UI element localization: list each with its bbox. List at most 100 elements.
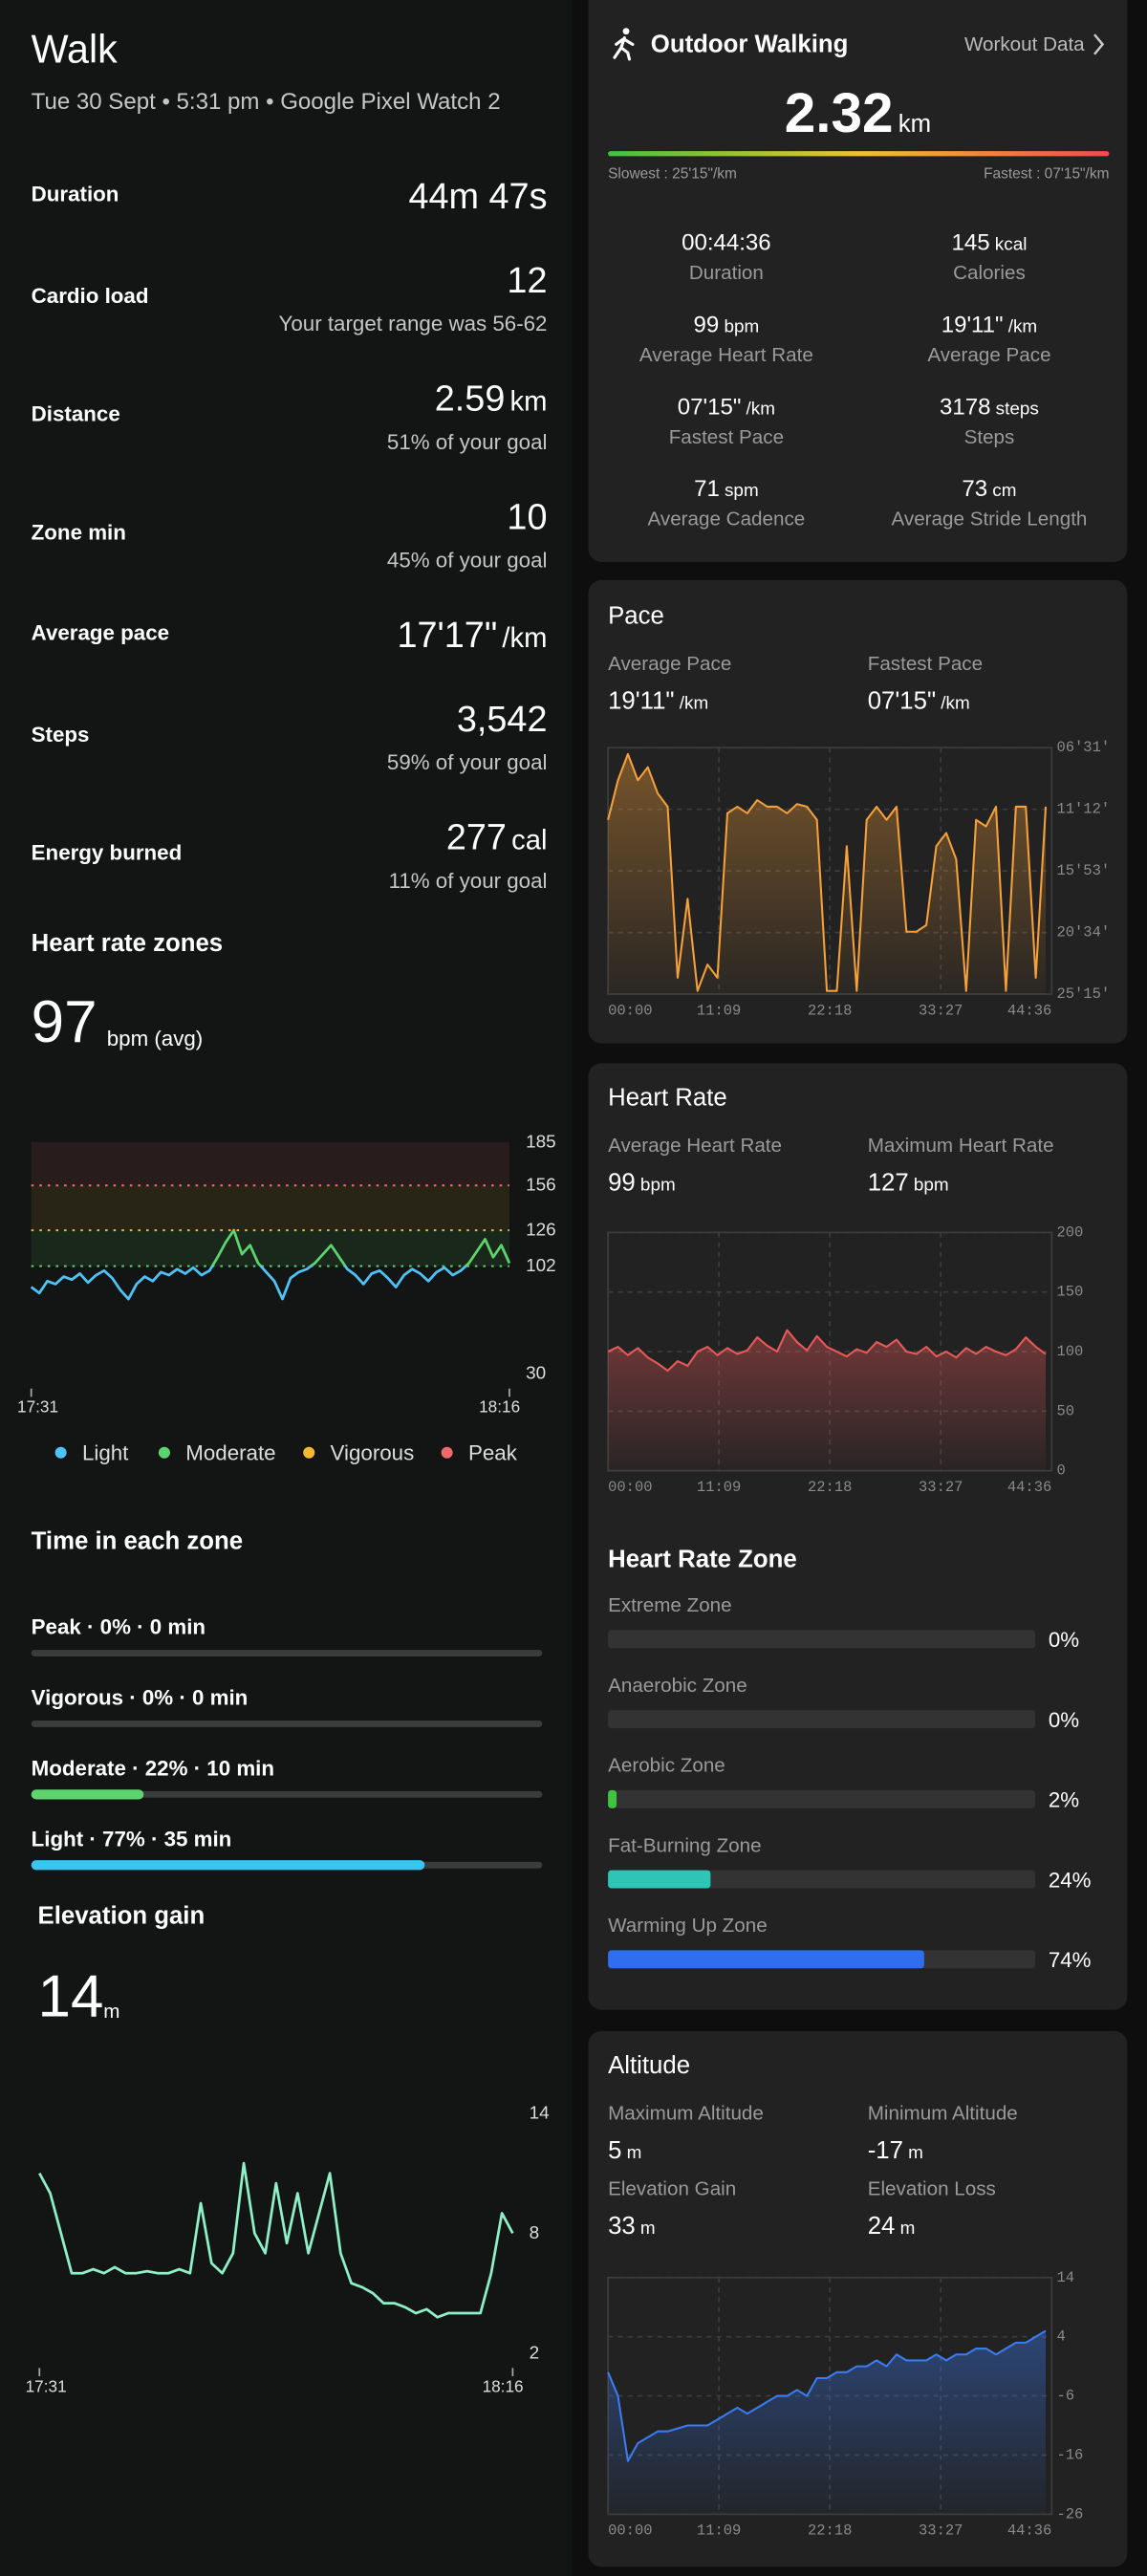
stat-value-part: /km: [747, 399, 775, 419]
heart-rate-card: [588, 1063, 1128, 2010]
area: [608, 753, 1047, 995]
stat-value-part: 07'15": [868, 688, 936, 715]
walking-icon: [613, 28, 635, 61]
stat-value-part: 00:44:36: [682, 229, 771, 255]
zone-label: Moderate · 22% · 10 min: [32, 1756, 274, 1780]
stat-value: 10: [507, 497, 547, 537]
line: [607, 1329, 1047, 1373]
stat-value-part: 07'15": [678, 394, 742, 420]
distance-part: 2.32: [785, 82, 894, 144]
section-title: Elevation gain: [38, 1903, 206, 1930]
y-tick-label: 25'15': [1056, 985, 1110, 1003]
stat-label: Duration: [689, 262, 764, 284]
x-tick-label: 22:18: [808, 1002, 852, 1019]
stat-value: 99 bpm: [694, 312, 760, 337]
y-tick-label: 8: [530, 2223, 540, 2243]
y-tick-label: 15'53': [1056, 862, 1110, 879]
zone-bar: [608, 1950, 924, 1969]
speed-bar: [608, 151, 1110, 157]
stat-label: Average Heart Rate: [608, 1135, 782, 1157]
stat-value: 71 spm: [694, 476, 759, 502]
stat-label: Steps: [964, 426, 1015, 448]
y-tick-label: 14: [1056, 2269, 1074, 2286]
stat-value-part: 145: [952, 229, 990, 255]
line: [30, 1228, 511, 1301]
zone-label: Fat-Burning Zone: [608, 1834, 762, 1856]
legend-label: Moderate: [185, 1440, 275, 1464]
stat-label: Duration: [32, 182, 119, 206]
x-tick-label: 33:27: [919, 1479, 963, 1496]
zone-track: [608, 1630, 1036, 1649]
area: [608, 2330, 1047, 2515]
stat-label: Energy burned: [32, 841, 183, 865]
legend-dot: [54, 1446, 67, 1459]
stat-value: -17 m: [868, 2137, 923, 2164]
stat-value-part: bpm: [914, 1175, 949, 1195]
zone-band: [31, 1230, 509, 1266]
stat-value: 3,542: [457, 700, 548, 740]
stat-note: 59% of your goal: [387, 750, 548, 774]
x-tick-label: 44:36: [1007, 1479, 1051, 1496]
section-title: Time in each zone: [32, 1528, 243, 1555]
x-tick-label: 17:31: [17, 1397, 58, 1417]
y-tick-label: 2: [530, 2343, 540, 2363]
card-title: Heart Rate Zone: [608, 1547, 797, 1573]
y-tick-label: 20'34': [1056, 924, 1110, 942]
legend-dot: [158, 1446, 170, 1459]
stat-label: Maximum Altitude: [608, 2102, 764, 2124]
y-tick-label: 11'12': [1056, 801, 1110, 818]
stat-value-part: /km: [941, 694, 969, 714]
y-tick-label: 126: [526, 1221, 556, 1241]
stat-value-part: 5: [608, 2137, 621, 2164]
stat-label: Maximum Heart Rate: [868, 1135, 1054, 1157]
stat-label: Minimum Altitude: [868, 2102, 1018, 2124]
stat-value-part: 19'11": [608, 688, 674, 715]
y-tick-label: 30: [526, 1364, 546, 1384]
y-tick-label: 0: [1056, 1462, 1065, 1480]
x-tick-label: 00:00: [608, 2522, 652, 2540]
stat-value: 2.59 km: [435, 379, 548, 420]
y-tick-label: 50: [1056, 1402, 1074, 1419]
stat-note: 51% of your goal: [387, 430, 548, 454]
workout-card: [588, 0, 1128, 562]
stat-note: 11% of your goal: [389, 869, 548, 893]
avg-hr-unit: bpm (avg): [107, 1027, 204, 1050]
stat-label: Average Pace: [927, 344, 1050, 366]
y-tick-label: 185: [526, 1132, 556, 1152]
y-tick-label: -26: [1056, 2505, 1083, 2522]
stat-value-part: 17'17": [397, 616, 497, 656]
avg-hr: 97: [32, 989, 97, 1055]
zone-label: Anaerobic Zone: [608, 1675, 747, 1697]
stat-value: 12: [507, 261, 547, 301]
stat-value-part: kcal: [995, 234, 1028, 254]
line: [607, 752, 1048, 992]
chevron[interactable]: [1093, 33, 1105, 55]
zone-bar: [31, 1860, 425, 1871]
zone-label: Peak · 0% · 0 min: [32, 1614, 206, 1638]
stat-value: 44m 47s: [408, 177, 547, 217]
zone-bar: [608, 1789, 617, 1808]
stat-label: Average Heart Rate: [639, 344, 813, 366]
stat-label: Elevation Gain: [608, 2177, 736, 2199]
y-tick-label: 200: [1056, 1223, 1083, 1241]
stat-value: 99 bpm: [608, 1169, 676, 1196]
stat-value-part: /km: [502, 623, 547, 654]
stat-value-part: /km: [1008, 316, 1037, 336]
stat-value-part: m: [900, 2219, 916, 2239]
x-tick-label: 44:36: [1007, 1002, 1051, 1019]
y-tick-label: 14: [530, 2103, 550, 2123]
y-tick-label: -6: [1056, 2388, 1074, 2405]
zone-percent: 2%: [1049, 1788, 1079, 1812]
stat-value: 07'15"/km: [678, 394, 775, 420]
y-tick-label: 4: [1056, 2328, 1065, 2346]
stat-value-part: bpm: [640, 1175, 676, 1195]
stat-value-part: 3,542: [457, 700, 548, 740]
card-title: Pace: [608, 603, 664, 630]
zone-percent: 0%: [1049, 1628, 1079, 1652]
stat-value-part: 44m 47s: [408, 177, 547, 217]
stat-value-part: -17: [868, 2137, 903, 2164]
y-tick-label: 100: [1056, 1343, 1083, 1360]
zone-track: [31, 1790, 543, 1798]
subtitle: Tue 30 Sept • 5:31 pm • Google Pixel Wat…: [32, 89, 501, 115]
